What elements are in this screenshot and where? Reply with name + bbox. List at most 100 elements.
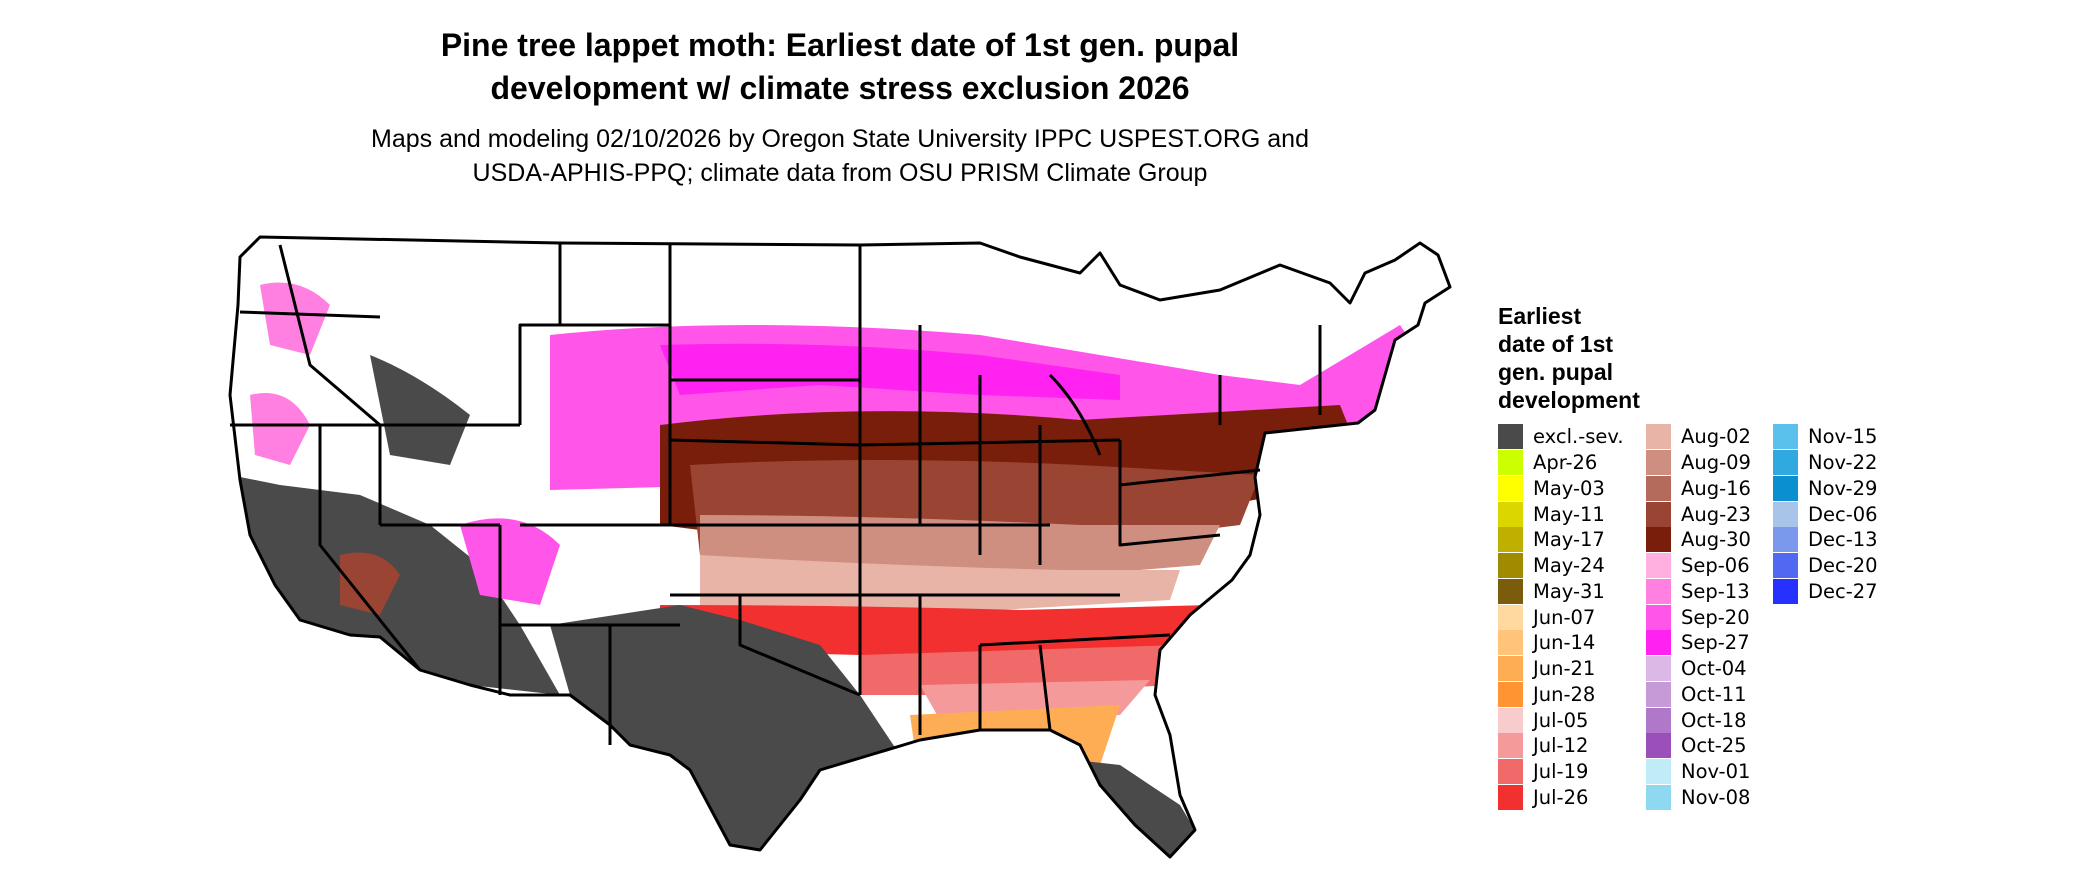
legend-label: Oct-25: [1681, 734, 1747, 758]
legend-swatch: [1646, 527, 1671, 553]
us-degree-day-map: [228, 235, 1452, 859]
legend-label: May-24: [1533, 554, 1605, 578]
legend-swatch: [1773, 527, 1798, 553]
legend-item: Aug-30: [1646, 527, 1751, 553]
legend-label: Aug-23: [1681, 502, 1751, 526]
legend-swatch: [1498, 450, 1523, 476]
legend-title: Earliest date of 1st gen. pupal developm…: [1498, 302, 1698, 414]
legend-column-3: Nov-15 Nov-22 Nov-29 Dec-06 Dec-13 Dec-20 Dec-…: [1773, 424, 1878, 604]
legend-swatch: [1498, 578, 1523, 604]
legend-swatch: [1646, 707, 1671, 733]
legend-item: Dec-27: [1773, 578, 1878, 605]
legend-column-2: Aug-02 Aug-09 Aug-16 Aug-23 Aug-30 Sep-06 Sep-…: [1646, 424, 1751, 810]
legend-swatch: [1646, 759, 1671, 785]
legend-item: Apr-26: [1498, 450, 1624, 476]
legend-swatch: [1498, 501, 1523, 527]
legend-swatch: [1773, 578, 1798, 604]
legend-swatch: [1498, 759, 1523, 785]
legend-label: May-31: [1533, 579, 1605, 603]
legend-item: Nov-01: [1646, 759, 1751, 785]
legend-label: Jul-12: [1533, 734, 1589, 758]
legend-swatch: [1773, 475, 1798, 501]
map-subtitle: Maps and modeling 02/10/2026 by Oregon S…: [250, 122, 1430, 190]
legend-item: Nov-22: [1773, 450, 1878, 476]
legend-item: Jun-28: [1498, 681, 1624, 708]
legend-title-line: development: [1498, 387, 1640, 413]
legend-title-line: gen. pupal: [1498, 359, 1613, 385]
legend-label: Jul-05: [1533, 708, 1589, 732]
legend-item: Aug-23: [1646, 501, 1751, 527]
legend-item: Jun-14: [1498, 630, 1624, 656]
legend-swatch: [1773, 553, 1798, 579]
legend-swatch: [1646, 450, 1671, 476]
legend-swatch: [1773, 424, 1798, 450]
legend-item: Nov-15: [1773, 424, 1878, 450]
title-line-2: development w/ climate stress exclusion …: [490, 70, 1190, 106]
legend-swatch: [1646, 656, 1671, 682]
legend-label: Aug-02: [1681, 425, 1751, 449]
legend-item: Jul-19: [1498, 759, 1624, 785]
legend-swatch: [1646, 733, 1671, 759]
legend-swatch: [1646, 681, 1671, 707]
legend-item: Oct-11: [1646, 681, 1751, 708]
legend-label: May-11: [1533, 502, 1605, 526]
legend-swatch: [1498, 707, 1523, 733]
legend-item: Aug-16: [1646, 475, 1751, 502]
legend-item: Jun-21: [1498, 656, 1624, 682]
legend-label: Nov-15: [1808, 425, 1878, 449]
legend-swatch: [1646, 501, 1671, 527]
legend-label: Jun-14: [1533, 631, 1596, 655]
legend-item: Dec-06: [1773, 501, 1878, 527]
legend-item: Oct-18: [1646, 707, 1751, 733]
legend-swatch: [1773, 450, 1798, 476]
legend-swatch: [1498, 527, 1523, 553]
legend-label: Jun-07: [1533, 605, 1596, 629]
legend-swatch: [1498, 424, 1523, 450]
legend-item: Oct-04: [1646, 656, 1751, 682]
title-line-1: Pine tree lappet moth: Earliest date of …: [440, 27, 1240, 63]
legend-label: Nov-01: [1681, 760, 1751, 784]
legend-swatch: [1498, 553, 1523, 579]
legend-label: Nov-29: [1808, 476, 1878, 500]
legend-swatch: [1646, 424, 1671, 450]
legend-swatch: [1498, 784, 1523, 810]
legend-swatch: [1498, 733, 1523, 759]
map-title: Pine tree lappet moth: Earliest date of …: [250, 24, 1430, 110]
legend-item: May-11: [1498, 501, 1624, 527]
legend-label: Dec-13: [1808, 528, 1878, 552]
legend-label: Dec-20: [1808, 554, 1878, 578]
legend-item: Nov-29: [1773, 475, 1878, 502]
legend-item: Sep-13: [1646, 578, 1751, 605]
legend-item: Dec-20: [1773, 553, 1878, 579]
legend-label: Oct-18: [1681, 708, 1747, 732]
legend-label: Jul-26: [1533, 785, 1589, 809]
legend-label: Nov-08: [1681, 785, 1751, 809]
legend-item: Aug-09: [1646, 450, 1751, 476]
legend-item: Jul-05: [1498, 707, 1624, 733]
legend-swatch: [1646, 784, 1671, 810]
legend-label: Aug-09: [1681, 451, 1751, 475]
legend-swatch: [1498, 604, 1523, 630]
legend-column-1: excl.-sev. Apr-26 May-03 May-11 May-17 May-24…: [1498, 424, 1624, 810]
legend-item: Jul-26: [1498, 784, 1624, 811]
legend-item: Sep-06: [1646, 553, 1751, 579]
legend-swatch: [1646, 553, 1671, 579]
legend-swatch: [1646, 604, 1671, 630]
legend-swatch: [1646, 578, 1671, 604]
legend-label: Jul-19: [1533, 760, 1589, 784]
legend-item: Jul-12: [1498, 733, 1624, 759]
legend-swatch: [1646, 475, 1671, 501]
legend-item: May-17: [1498, 527, 1624, 553]
legend-swatch: [1773, 501, 1798, 527]
legend-label: Sep-27: [1681, 631, 1750, 655]
legend-label: May-17: [1533, 528, 1605, 552]
legend-label: Dec-27: [1808, 579, 1878, 603]
legend-label: Jun-28: [1533, 682, 1596, 706]
legend-swatch: [1498, 656, 1523, 682]
legend-item: Sep-27: [1646, 630, 1751, 656]
legend-item: Aug-02: [1646, 424, 1751, 450]
legend-item: Nov-08: [1646, 784, 1751, 811]
legend-label: Sep-20: [1681, 605, 1750, 629]
legend-label: Sep-06: [1681, 554, 1750, 578]
legend-label: Oct-04: [1681, 657, 1747, 681]
